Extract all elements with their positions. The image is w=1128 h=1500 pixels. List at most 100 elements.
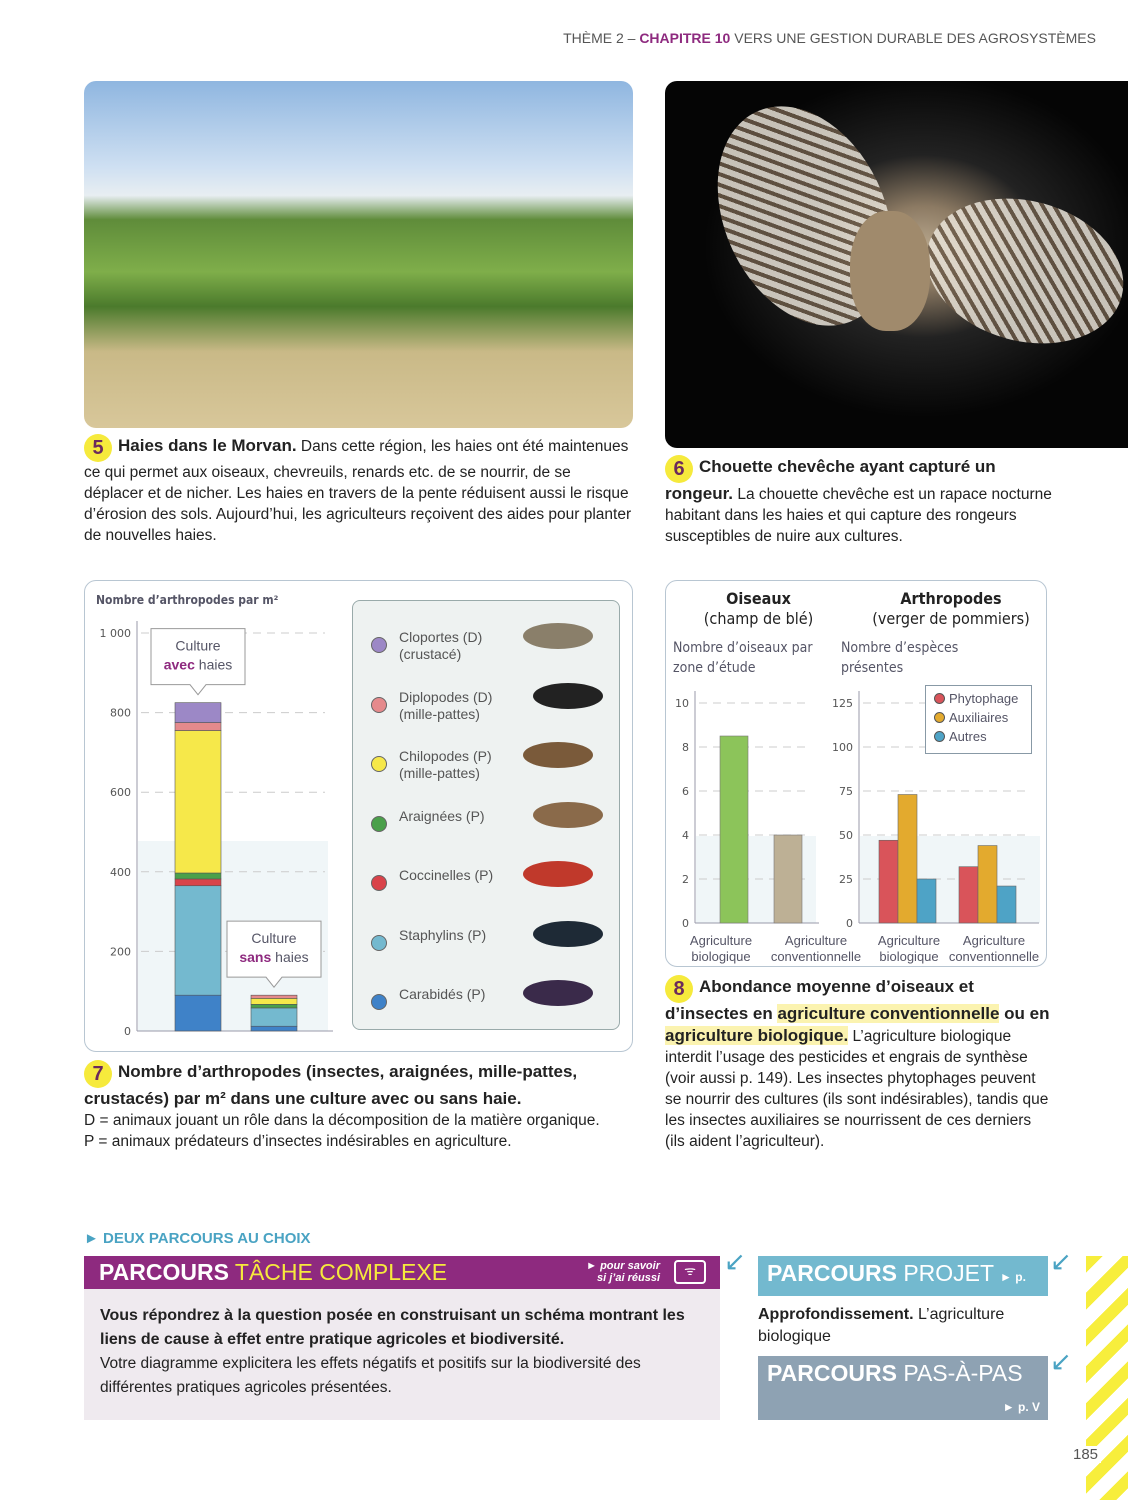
decorative-stripes <box>1086 1256 1128 1500</box>
legend-dot <box>371 637 387 653</box>
callout-text: avec haies <box>164 657 233 673</box>
birds-tick-label: 4 <box>682 829 689 842</box>
legend-label: Autres <box>949 729 987 744</box>
bar-segment-diplopodes <box>174 722 222 731</box>
birds-tick-label: 8 <box>682 741 689 754</box>
x-tick-label: Agriculture <box>963 933 1025 948</box>
chart-birds-insects: 0 2 4 6 8 10 0 25 50 75 100 125 Agriculture biologiqu… <box>665 580 1047 967</box>
callout-bubble <box>150 628 246 696</box>
callout-text: sans haies <box>239 949 308 965</box>
arthropods-tick-label: 25 <box>839 873 853 886</box>
birds-tick-label: 0 <box>682 917 689 930</box>
laptop-wifi-icon: ᯤ <box>674 1260 706 1284</box>
legend-dot <box>371 875 387 891</box>
x-tick-label: conventionnelle <box>949 949 1039 964</box>
arthropod-bar-phytophage <box>958 866 979 924</box>
chart7-tick-label: 1 000 <box>100 627 132 640</box>
caption-doc5: 5 Haies dans le Morvan. Dans cette région… <box>84 434 632 544</box>
x-tick-label: Agriculture <box>878 933 940 948</box>
bird-bar <box>773 834 803 924</box>
legend-dot <box>934 731 945 742</box>
chart7-tick-label: 400 <box>110 866 131 879</box>
arthropods-ylabel: Nombre d’espèces présentes <box>841 640 959 676</box>
legend-item: Coccinelles (P) <box>371 867 494 891</box>
bar-segment-araignées <box>250 1004 298 1009</box>
arthropods-tick-label: 0 <box>846 917 853 930</box>
bar-segment-staphylins <box>174 885 222 996</box>
chart7-svg: 0 200 400 600 800 1 000 Culture avec haies Cultu… <box>100 621 333 1038</box>
projet-description: Approfondissement. L’agriculture biologi… <box>758 1306 1005 1345</box>
bar-segment-diplopodes <box>250 994 298 999</box>
legend-item: Auxiliaires <box>934 708 1023 727</box>
legend-label: Diplopodes (D) (mille-pattes) <box>399 688 493 722</box>
arthropod-illustration <box>533 920 603 947</box>
legend-item: Carabidés (P) <box>371 986 486 1010</box>
chart8-legend: Phytophage Auxiliaires Autres <box>925 685 1032 754</box>
arthropod-bar-phytophage <box>878 839 899 924</box>
chart7-ylabel: Nombre d’arthropodes par m² <box>96 593 279 607</box>
legend-item: Cloportes (D) (crustacé) <box>371 629 482 663</box>
callout-text: Culture <box>251 930 296 946</box>
legend-dot <box>371 994 387 1010</box>
x-tick-label: Agriculture <box>690 933 752 948</box>
arthropod-illustration <box>523 861 593 887</box>
legend-label: Cloportes (D) (crustacé) <box>399 629 483 662</box>
caption-doc6: 6 Chouette chevêche ayant capturé un rong… <box>665 455 1052 545</box>
arrow-icon: ↙ <box>1050 1246 1072 1276</box>
x-tick-label: conventionnelle <box>771 949 861 964</box>
birds-tick-label: 6 <box>682 785 689 798</box>
parcours-pas-a-pas-button[interactable]: PARCOURS PAS-À-PAS ► p. V <box>758 1356 1048 1420</box>
legend-label: Phytophage <box>949 691 1019 706</box>
bar-segment-chilopodes <box>174 730 222 874</box>
legend-label: Coccinelles (P) <box>399 867 494 883</box>
chart7-tick-label: 0 <box>124 1025 131 1038</box>
success-hint: ► pour savoir si j’ai réussi <box>586 1260 660 1284</box>
legend-label: Staphylins (P) <box>399 926 487 943</box>
x-tick-label: Agriculture <box>785 933 847 948</box>
bar-segment-chilopodes <box>250 998 298 1005</box>
legend-item: Staphylins (P) <box>371 926 487 951</box>
parcours-projet-button[interactable]: PARCOURS PROJET ► p. 188 <box>758 1256 1048 1311</box>
parcours-tache-complexe-button[interactable]: PARCOURS TÂCHE COMPLEXE ► pour savoir si … <box>84 1256 720 1289</box>
birds-ylabel: Nombre d’oiseaux par zone d’étude <box>673 640 813 676</box>
chart7-legend: Cloportes (D) (crustacé) Diplopodes (D) (mi… <box>352 600 620 1030</box>
arthropod-bar-autres <box>916 878 937 924</box>
arthropod-illustration <box>523 980 593 1006</box>
legend-dot <box>371 934 387 951</box>
arthropods-tick-label: 100 <box>832 741 853 754</box>
arthropod-illustration <box>523 623 593 649</box>
photo-little-owl <box>665 81 1128 448</box>
arrow-icon: ↙ <box>1050 1346 1072 1376</box>
arthropod-illustration <box>533 682 603 709</box>
parcours-intro: ► DEUX PARCOURS AU CHOIX <box>84 1230 311 1247</box>
legend-dot <box>371 815 387 832</box>
page-number: 185 <box>1070 1446 1102 1463</box>
chart7-tick-label: 200 <box>110 945 131 958</box>
legend-dot <box>371 756 387 772</box>
x-tick-label: biologique <box>879 949 938 964</box>
legend-label: Araignées (P) <box>399 807 485 824</box>
bar-segment-araignées <box>174 872 222 880</box>
legend-label: Auxiliaires <box>949 710 1009 725</box>
bar-segment-carabidés <box>250 1025 298 1032</box>
x-tick-label: biologique <box>691 949 750 964</box>
arrow-icon: ↙ <box>724 1246 746 1276</box>
callout-bubble <box>226 920 322 988</box>
bar-segment-cloportes <box>174 702 222 723</box>
arthropod-bar-auxiliaires <box>897 794 918 924</box>
arthropods-tick-label: 50 <box>839 829 853 842</box>
arthropods-tick-label: 75 <box>839 785 853 798</box>
birds-tick-label: 10 <box>675 697 689 710</box>
caption-doc8: 8 Abondance moyenne d’oiseaux et d’insect… <box>665 975 1050 1150</box>
legend-label: Carabidés (P) <box>399 986 486 1002</box>
callout-text: Culture <box>175 638 220 654</box>
caption-doc7: 7 Nombre d’arthropodes (insectes, araigné… <box>84 1060 600 1150</box>
legend-item: Araignées (P) <box>371 807 485 832</box>
arthropods-tick-label: 125 <box>832 697 853 710</box>
birds-tick-label: 2 <box>682 873 689 886</box>
legend-item: Phytophage <box>934 689 1023 708</box>
photo-morvan-hedges <box>84 81 633 428</box>
bar-segment-carabidés <box>174 994 222 1032</box>
legend-dot <box>934 693 945 704</box>
legend-item: Diplopodes (D) (mille-pattes) <box>371 689 492 723</box>
